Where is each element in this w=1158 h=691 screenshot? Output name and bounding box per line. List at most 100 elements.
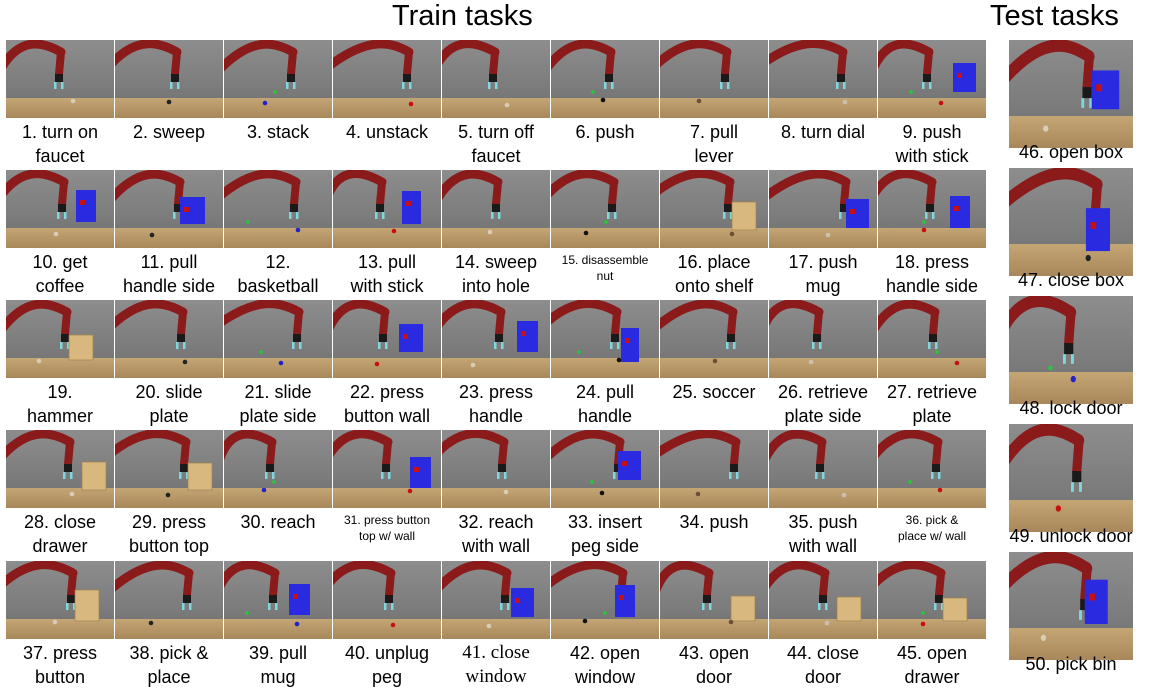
task-caption-35: 35. push with wall xyxy=(769,510,877,558)
caption-line: with wall xyxy=(461,536,531,556)
caption-line: basketball xyxy=(237,276,319,296)
caption-line: handle side xyxy=(885,276,979,296)
task-image-33 xyxy=(551,430,659,508)
task-caption-36: 36. pick & place w/ wall xyxy=(878,510,986,544)
task-caption-28: 28. close drawer xyxy=(6,510,114,558)
caption-line: with wall xyxy=(788,536,858,556)
caption-line: 20. slide xyxy=(135,382,203,402)
task-caption-1: 1. turn on faucet xyxy=(6,120,114,168)
test-task-image-48 xyxy=(1009,296,1133,404)
caption-line: 8. turn dial xyxy=(780,122,866,142)
caption-line: 21. slide xyxy=(244,382,312,402)
task-caption-29: 29. press button top xyxy=(115,510,223,558)
caption-line: window xyxy=(574,667,636,687)
caption-line: nut xyxy=(596,269,614,283)
caption-line: 13. pull xyxy=(357,252,417,272)
task-image-16 xyxy=(660,170,768,248)
task-image-31 xyxy=(333,430,441,508)
test-tasks-header: Test tasks xyxy=(990,0,1119,32)
task-caption-9: 9. push with stick xyxy=(878,120,986,168)
caption-line: 24. pull xyxy=(575,382,635,402)
task-caption-32: 32. reach with wall xyxy=(442,510,550,558)
test-task-caption-50: 50. pick bin xyxy=(1025,654,1117,674)
caption-line: button xyxy=(34,667,86,687)
task-image-17 xyxy=(769,170,877,248)
caption-line: handle side xyxy=(122,276,216,296)
caption-line: drawer xyxy=(32,536,88,556)
test-task-image-47 xyxy=(1009,168,1133,276)
caption-line: window xyxy=(465,666,527,687)
task-caption-23: 23. press handle xyxy=(442,380,550,428)
test-task-caption-46: 46. open box xyxy=(1018,142,1124,162)
caption-line: handle xyxy=(468,406,524,426)
task-image-4 xyxy=(333,40,441,118)
task-caption-12: 12. basketball xyxy=(224,250,332,298)
train-tasks-header: Train tasks xyxy=(392,0,533,32)
task-image-38 xyxy=(115,561,223,639)
caption-line: plate side xyxy=(784,406,862,426)
task-image-7 xyxy=(660,40,768,118)
task-caption-34: 34. push xyxy=(660,510,768,534)
task-image-11 xyxy=(115,170,223,248)
caption-line: 40. unplug xyxy=(344,643,430,663)
task-caption-45: 45. open drawer xyxy=(878,641,986,689)
caption-line: lever xyxy=(694,146,734,166)
caption-line: 1. turn on xyxy=(21,122,99,142)
caption-line: 18. press xyxy=(894,252,970,272)
caption-line: 39. pull xyxy=(248,643,308,663)
caption-line: 6. push xyxy=(575,122,635,142)
caption-line: faucet xyxy=(35,146,85,166)
task-caption-33: 33. insert peg side xyxy=(551,510,659,558)
task-image-30 xyxy=(224,430,332,508)
task-caption-2: 2. sweep xyxy=(115,120,223,144)
task-caption-44: 44. close door xyxy=(769,641,877,689)
task-image-25 xyxy=(660,300,768,378)
caption-line: 22. press xyxy=(349,382,425,402)
caption-line: 16. place xyxy=(677,252,751,272)
task-caption-30: 30. reach xyxy=(224,510,332,534)
task-caption-3: 3. stack xyxy=(224,120,332,144)
task-caption-20: 20. slide plate xyxy=(115,380,223,428)
task-image-15 xyxy=(551,170,659,248)
task-image-41 xyxy=(442,561,550,639)
task-caption-41: 41. close window xyxy=(442,641,550,689)
caption-line: 29. press xyxy=(131,512,207,532)
caption-line: 2. sweep xyxy=(132,122,206,142)
caption-line: 11. pull xyxy=(140,252,198,272)
caption-line: hammer xyxy=(26,406,93,426)
task-caption-16: 16. place onto shelf xyxy=(660,250,768,298)
task-image-26 xyxy=(769,300,877,378)
task-image-44 xyxy=(769,561,877,639)
caption-line: with stick xyxy=(350,276,424,296)
task-image-19 xyxy=(6,300,114,378)
caption-line: peg side xyxy=(570,536,640,556)
task-image-13 xyxy=(333,170,441,248)
task-image-24 xyxy=(551,300,659,378)
caption-line: 30. reach xyxy=(240,512,316,532)
task-image-18 xyxy=(878,170,986,248)
task-caption-26: 26. retrieve plate side xyxy=(769,380,877,428)
task-image-6 xyxy=(551,40,659,118)
caption-line: 5. turn off xyxy=(458,122,534,142)
caption-line: 4. unstack xyxy=(345,122,429,142)
caption-line: plate side xyxy=(239,406,317,426)
caption-line: door xyxy=(695,667,733,687)
task-image-9 xyxy=(878,40,986,118)
task-image-35 xyxy=(769,430,877,508)
task-image-22 xyxy=(333,300,441,378)
task-caption-13: 13. pull with stick xyxy=(333,250,441,298)
task-caption-15: 15. disassemble nut xyxy=(551,250,659,284)
caption-line: 9. push xyxy=(902,122,962,142)
test-task-caption-48: 48. lock door xyxy=(1019,398,1123,418)
caption-line: handle xyxy=(577,406,633,426)
caption-line: 33. insert xyxy=(567,512,643,532)
caption-line: onto shelf xyxy=(674,276,754,296)
caption-line: 44. close xyxy=(786,643,860,663)
caption-line: 43. open xyxy=(678,643,750,663)
task-caption-4: 4. unstack xyxy=(333,120,441,144)
caption-line: button top xyxy=(128,536,210,556)
caption-line: 31. press button xyxy=(343,513,431,527)
caption-line: door xyxy=(804,667,842,687)
caption-line: 45. open xyxy=(896,643,968,663)
task-caption-25: 25. soccer xyxy=(660,380,768,404)
